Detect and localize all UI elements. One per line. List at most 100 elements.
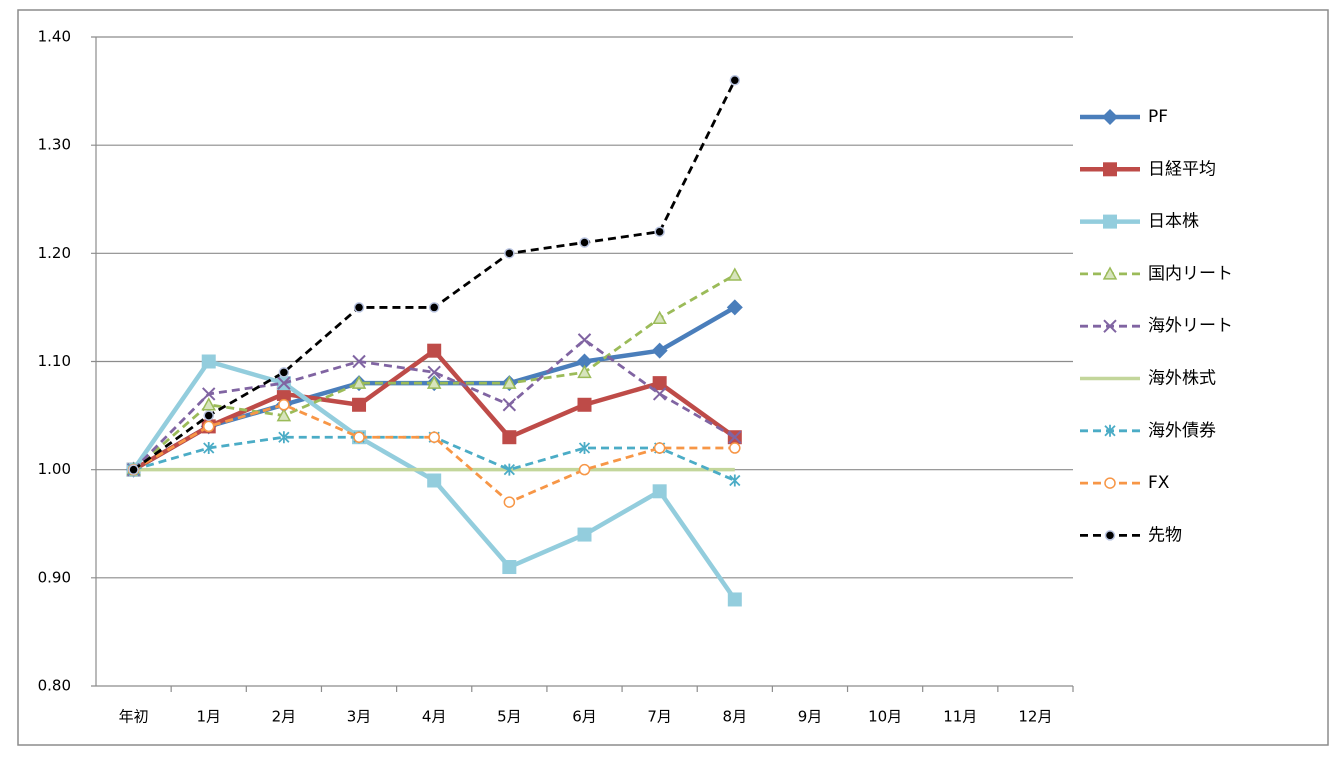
marker [427,473,442,488]
x-tick-label: 11月 [943,708,977,726]
marker [353,431,365,443]
x-tick-label: 10月 [868,708,902,726]
legend-item: FX [1080,473,1170,493]
marker [203,442,215,455]
marker [203,410,214,421]
x-tick-label: 3月 [347,708,372,726]
series-line [132,338,736,471]
marker [726,299,743,316]
marker [278,399,290,411]
marker [1102,109,1118,125]
marker [428,431,440,443]
marker [202,387,216,401]
marker [579,237,590,248]
marker [577,364,592,379]
marker [729,442,741,454]
marker [727,267,743,281]
marker [652,376,667,391]
marker [729,474,741,487]
marker [577,397,592,412]
marker [503,463,515,476]
legend-item: 日本株 [1080,212,1199,232]
marker [201,354,216,369]
marker [502,560,517,575]
y-tick-label: 0.80 [38,677,71,695]
legend-item: 日経平均 [1080,159,1216,179]
legend-label: 海外リート [1148,316,1233,336]
marker [202,420,215,433]
legend-label: 日経平均 [1148,159,1216,179]
y-tick-label: 1.00 [38,460,71,478]
marker [727,592,742,607]
legend-label: 先物 [1148,525,1182,545]
marker [1103,162,1117,177]
marker [278,367,290,378]
marker [651,342,668,359]
y-tick-label: 1.20 [38,244,71,262]
marker [201,397,216,411]
series [126,333,742,477]
marker [352,397,367,412]
marker [576,353,593,370]
marker [428,302,440,313]
marker [504,248,515,259]
x-tick-label: 12月 [1018,708,1052,726]
x-tick-label: 4月 [422,708,447,726]
marker [652,484,667,499]
x-tick-label: 8月 [723,708,748,726]
legend-label: 海外株式 [1148,369,1216,389]
y-tick-label: 1.30 [38,136,71,154]
marker [1104,477,1116,489]
marker [577,333,592,347]
marker [653,442,666,454]
x-tick-label: 7月 [647,708,672,726]
marker [654,226,665,237]
marker [1104,530,1116,541]
marker [427,365,441,380]
marker [729,75,741,86]
marker [352,354,366,369]
marker [652,387,667,401]
marker [577,527,592,542]
legend-item: PF [1080,107,1168,127]
marker [1103,319,1117,333]
y-tick-label: 0.90 [38,568,71,586]
marker [578,442,591,455]
marker [578,463,591,476]
legend-item: 海外リート [1080,316,1233,336]
x-tick-label: 5月 [497,708,522,726]
x-tick-label: 年初 [119,708,149,726]
marker [652,310,667,324]
marker [351,375,367,389]
y-tick-label: 1.40 [38,28,71,46]
legend-label: 日本株 [1148,212,1199,232]
x-tick-label: 1月 [196,708,221,726]
legend-item: 海外株式 [1080,369,1216,389]
legend-label: 海外債券 [1148,421,1216,441]
marker [1104,424,1116,437]
legend-item: 国内リート [1080,264,1233,284]
marker [427,343,442,358]
marker [277,376,291,390]
marker [276,408,292,422]
legend-label: FX [1148,473,1170,493]
marker [278,431,290,444]
marker [276,386,291,401]
x-tick-label: 2月 [272,708,297,726]
marker [502,398,517,412]
legend-label: 国内リート [1148,264,1233,284]
legend-item: 海外債券 [1080,421,1216,441]
marker [1103,214,1117,229]
marker [353,302,365,313]
series [128,75,741,475]
legend-item: 先物 [1080,525,1182,545]
marker [128,464,139,475]
marker [502,430,517,445]
marker [728,430,742,444]
y-tick-label: 1.10 [38,352,71,370]
marker [503,496,516,508]
marker [426,375,442,389]
legend-label: PF [1148,107,1168,127]
marker [1102,266,1118,280]
